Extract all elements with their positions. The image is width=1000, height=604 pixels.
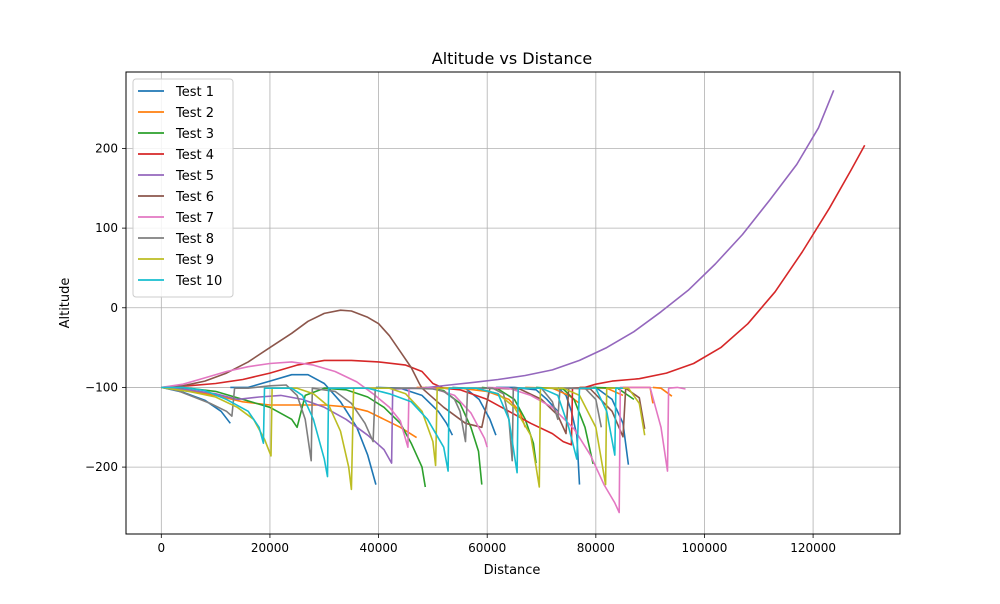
y-tick-label: −200 — [85, 460, 118, 474]
series-line-test-3 — [536, 386, 594, 465]
series-lines — [161, 89, 866, 514]
series-line-test-4 — [161, 144, 866, 446]
series-line-test-2 — [161, 386, 418, 439]
x-axis-label: Distance — [484, 563, 541, 578]
legend: Test 1 Test 2 Test 3 Test 4 Test 5 Test 6 Test… — [132, 78, 234, 298]
y-tick-label: −100 — [85, 380, 118, 394]
y-tick-label: 0 — [110, 301, 118, 315]
x-tick-label: 80000 — [577, 541, 615, 555]
series-line-test-1 — [579, 386, 630, 465]
legend-label: Test 6 — [175, 190, 214, 205]
legend-label: Test 2 — [175, 106, 214, 121]
legend-label: Test 3 — [175, 127, 214, 142]
x-tick-label: 120000 — [790, 541, 836, 555]
grid — [126, 72, 900, 534]
series-line-test-5 — [161, 89, 835, 464]
x-tick-label: 20000 — [251, 541, 289, 555]
x-ticks: 0 20000 40000 60000 80000 100000 120000 — [157, 534, 836, 555]
x-tick-label: 0 — [157, 541, 165, 555]
legend-label: Test 1 — [175, 85, 214, 100]
legend-label: Test 9 — [175, 253, 214, 268]
legend-label: Test 7 — [175, 211, 214, 226]
series-line-test-1 — [230, 373, 377, 485]
y-tick-label: 200 — [95, 141, 118, 155]
x-tick-label: 40000 — [359, 541, 397, 555]
y-axis-label: Altitude — [58, 278, 73, 329]
y-ticks: −200 −100 0 100 200 — [85, 141, 126, 474]
x-tick-label: 60000 — [468, 541, 506, 555]
legend-label: Test 5 — [175, 169, 214, 184]
series-line-test-3 — [425, 386, 483, 485]
plot-frame — [125, 71, 901, 535]
legend-label: Test 4 — [175, 148, 214, 163]
x-tick-label: 100000 — [682, 541, 728, 555]
legend-label: Test 10 — [175, 274, 222, 289]
legend-label: Test 8 — [175, 232, 214, 247]
series-line-test-7 — [487, 386, 686, 514]
chart-title: Altitude vs Distance — [432, 49, 592, 68]
series-line-test-9 — [161, 386, 646, 491]
series-line-test-3 — [161, 386, 427, 488]
series-line-test-10 — [161, 386, 623, 478]
y-tick-label: 100 — [95, 221, 118, 235]
